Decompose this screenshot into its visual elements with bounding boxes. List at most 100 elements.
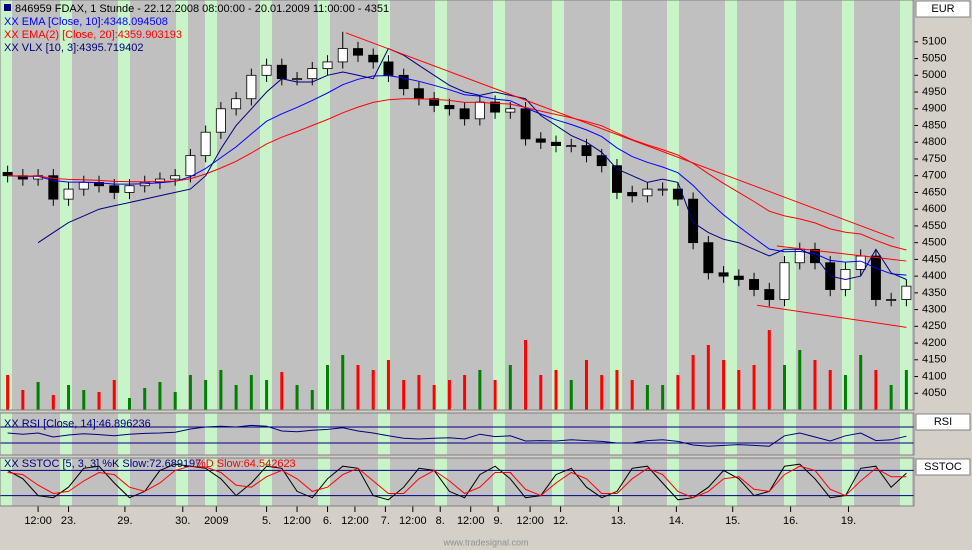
candle-body <box>124 185 135 193</box>
y-tick-label: 4350 <box>922 287 946 299</box>
volume-bar <box>6 375 10 410</box>
rsi-label: RSI <box>934 416 952 428</box>
session-band <box>260 413 272 455</box>
x-tick-label: 23. <box>61 515 76 527</box>
volume-bar <box>706 345 710 410</box>
volume-bar <box>767 330 771 410</box>
y-tick-label: 4400 <box>922 270 946 282</box>
session-band <box>725 413 737 455</box>
candle-body <box>170 175 181 180</box>
rsi-legend: XX RSI [Close, 14]:46.896236 <box>4 418 151 430</box>
candle-body <box>779 262 790 300</box>
session-band <box>318 458 330 506</box>
candle-body <box>505 108 516 113</box>
session-band <box>435 0 447 410</box>
x-tick-label: 15. <box>725 515 740 527</box>
x-tick-label: 14. <box>669 515 684 527</box>
candle-body <box>413 88 424 100</box>
x-tick-label: 6. <box>323 515 332 527</box>
y-tick-label: 4500 <box>922 237 946 249</box>
volume-bar <box>524 340 528 410</box>
session-band <box>552 0 564 410</box>
sstoc-legend: XX SSTOC [5, 3, 3] %K Slow:72.689197 <box>4 458 201 470</box>
volume-bar <box>417 375 421 410</box>
volume-bar <box>691 355 695 410</box>
session-band <box>610 458 622 506</box>
volume-bar <box>265 380 269 410</box>
candle-body <box>307 68 318 80</box>
session-band <box>493 0 505 410</box>
volume-bar <box>234 385 238 410</box>
session-band <box>493 413 505 455</box>
y-tick-label: 4100 <box>922 370 946 382</box>
session-band <box>205 0 217 410</box>
candle-body <box>718 272 729 277</box>
volume-bar <box>904 370 908 410</box>
sstoc-panel <box>0 458 914 506</box>
session-band <box>493 458 505 506</box>
y-tick-label: 4300 <box>922 303 946 315</box>
session-bands <box>0 0 912 506</box>
candle-body <box>63 188 74 200</box>
volume-bar <box>828 370 832 410</box>
candle-body <box>490 101 501 113</box>
x-tick-label: 8. <box>436 515 445 527</box>
x-tick-label: 12:00 <box>457 515 485 527</box>
y-tick-label: 5000 <box>922 69 946 81</box>
volume-bar <box>843 375 847 410</box>
volume-bar <box>21 390 25 410</box>
x-tick-label: 5. <box>262 515 271 527</box>
y-tick-label: 4900 <box>922 103 946 115</box>
candle-body <box>48 175 59 200</box>
x-tick-label: 2009 <box>204 515 228 527</box>
session-band <box>784 413 796 455</box>
candle-body <box>231 98 242 110</box>
candle-body <box>688 198 699 244</box>
volume-bar <box>874 370 878 410</box>
y-tick-label: 4700 <box>922 170 946 182</box>
session-band <box>552 413 564 455</box>
session-band <box>378 413 390 455</box>
volume-bar <box>798 350 802 410</box>
volume-bar <box>783 365 787 410</box>
session-band <box>900 458 912 506</box>
y-tick-label: 4050 <box>922 387 946 399</box>
volume-bar <box>280 372 284 410</box>
volume-bar <box>356 365 360 410</box>
volume-bar <box>554 370 558 410</box>
currency-label: EUR <box>931 3 954 15</box>
y-tick-label: 4200 <box>922 337 946 349</box>
candle-body <box>886 299 897 301</box>
indicator-line <box>7 98 907 251</box>
candle-body <box>733 275 744 280</box>
legend-entry: XX VLX [10, 3]:4395.719402 <box>4 42 143 54</box>
volume-bar <box>463 375 467 410</box>
candle-body <box>596 155 607 167</box>
footer: www.tradesignal.com <box>442 537 528 547</box>
session-band <box>610 413 622 455</box>
candle-body <box>642 188 653 197</box>
y-tick-label: 4850 <box>922 119 946 131</box>
y-tick-label: 5100 <box>922 36 946 48</box>
candle-body <box>566 145 577 147</box>
indicator-line <box>7 75 907 276</box>
session-band <box>667 0 679 410</box>
volume-bar <box>584 360 588 410</box>
candle-body <box>261 64 272 76</box>
volume-bar <box>889 385 893 410</box>
candle-body <box>353 48 363 56</box>
volume-bar <box>615 370 619 410</box>
volume-bar <box>36 382 40 410</box>
y-tick-label: 4150 <box>922 354 946 366</box>
candle-body <box>398 74 409 90</box>
volume-bar <box>204 380 208 410</box>
y-tick-label: 5050 <box>922 52 946 64</box>
session-band <box>725 458 737 506</box>
x-tick-label: 12. <box>553 515 568 527</box>
sstoc-line <box>7 465 907 499</box>
session-band <box>205 413 217 455</box>
volume-bar <box>295 385 299 410</box>
y-tick-label: 4800 <box>922 136 946 148</box>
candle-body <box>185 155 196 177</box>
volume-bar <box>645 385 649 410</box>
